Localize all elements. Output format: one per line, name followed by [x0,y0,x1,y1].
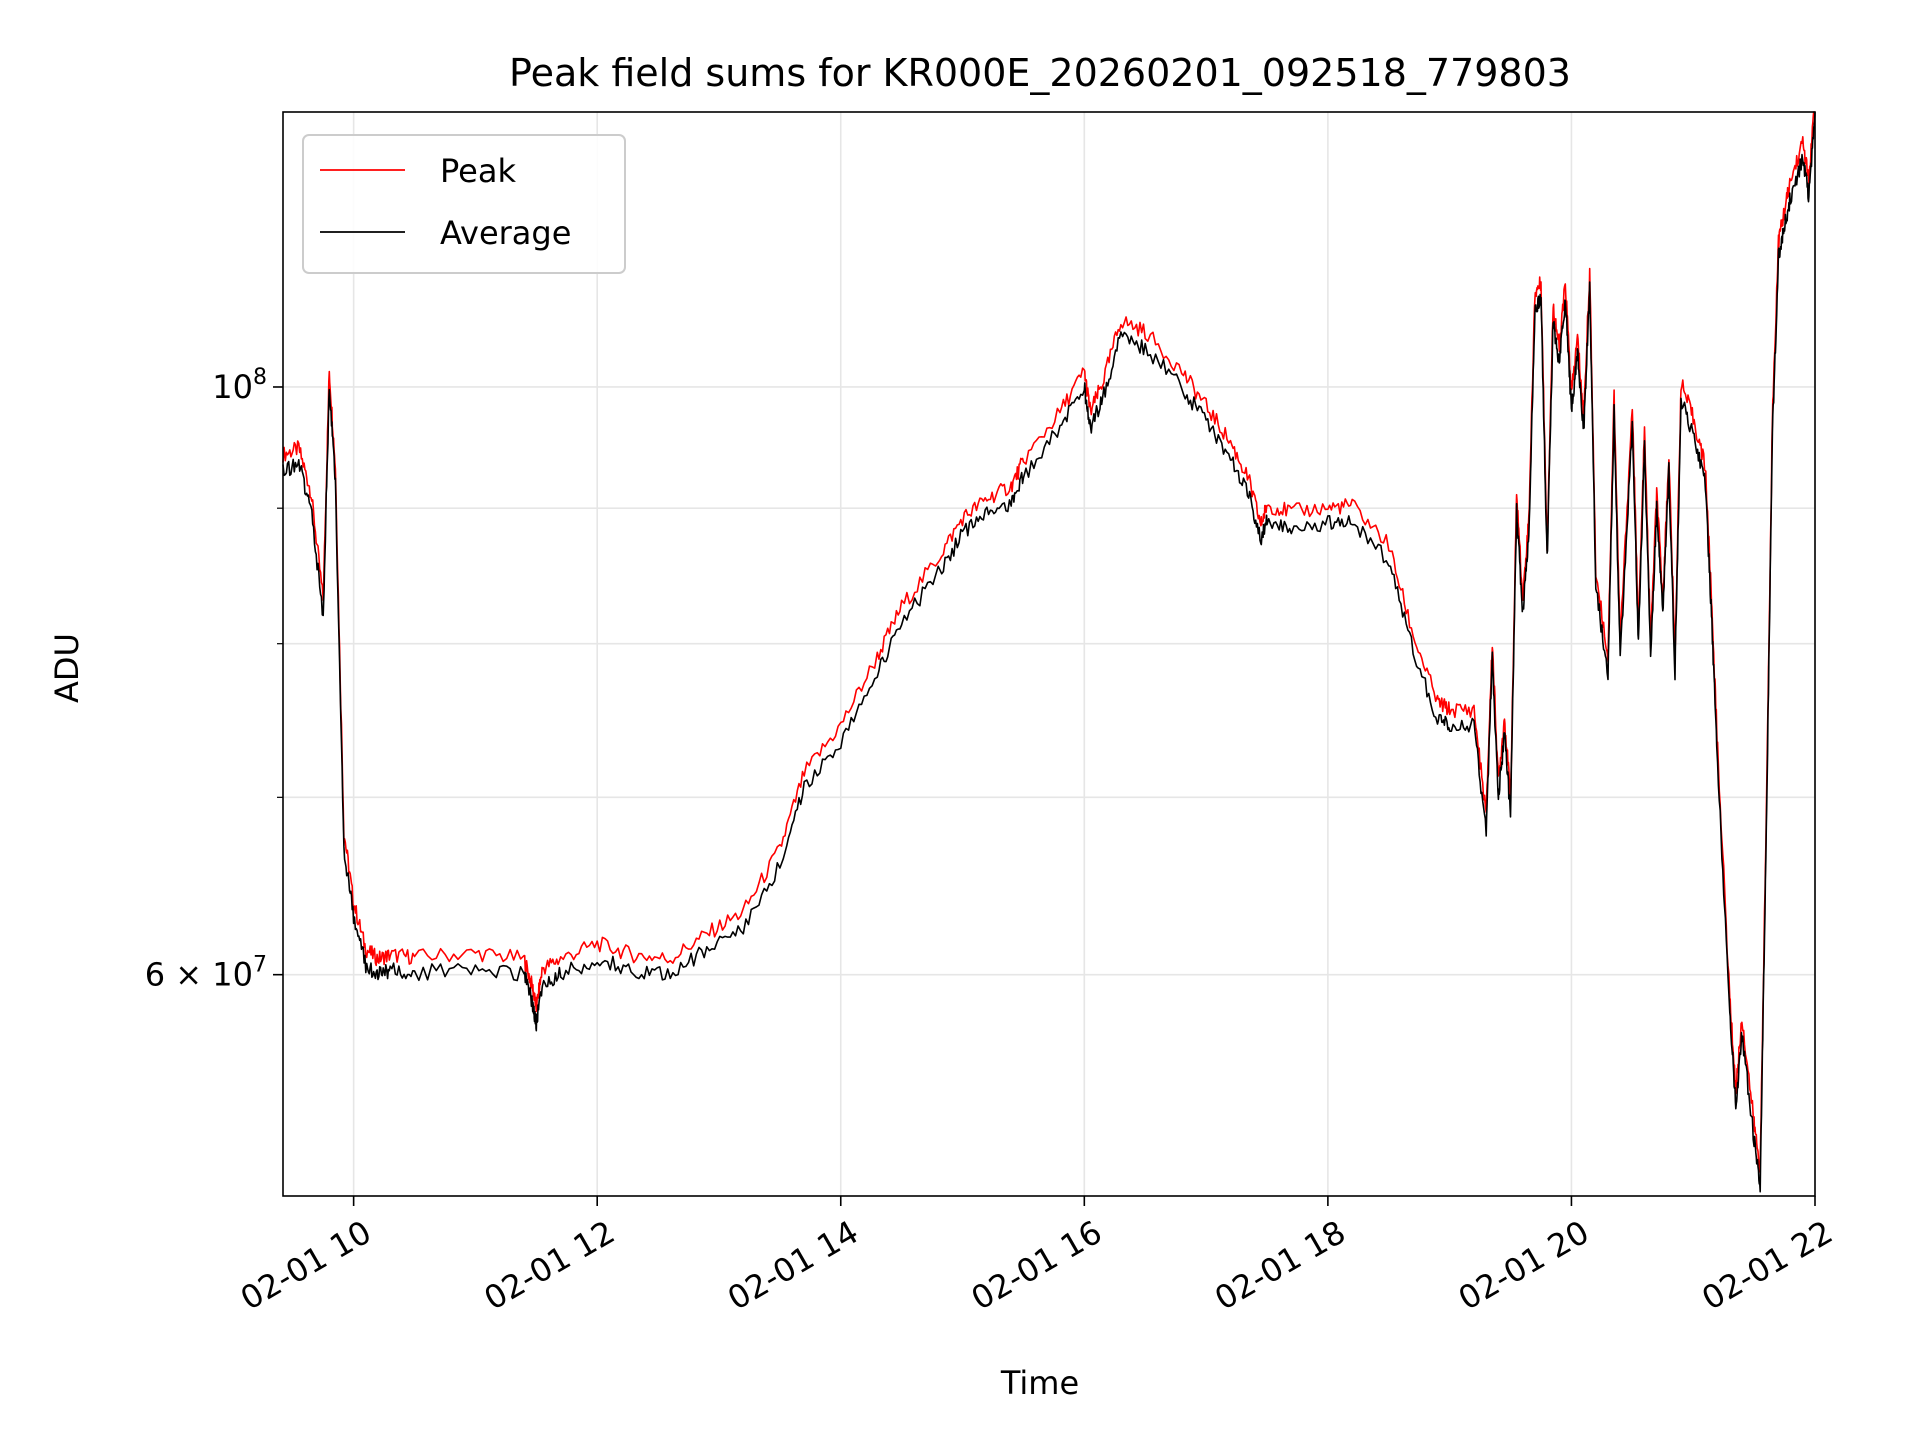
grid [283,112,1816,1196]
x-axis-label: Time [1000,1364,1079,1402]
y-tick-label: 6 × 107 [145,953,267,994]
plot-frame [282,111,1816,1197]
y-tick-label-exponent: 8 [253,365,267,390]
series-layer [282,111,1816,1193]
series-line-peak [282,111,1816,1173]
series-line-average [282,111,1816,1193]
y-tick-label-base: 6 × 10 [145,956,253,994]
legend-label-peak: Peak [440,152,516,190]
y-tick-label: 108 [212,365,267,406]
chart-title: Peak field sums for KR000E_20260201_0925… [509,51,1571,95]
legend-label-average: Average [440,214,571,252]
legend: Peak Average [302,134,626,274]
y-axis: 108 6 × 107 [145,365,283,994]
y-tick-label-base: 10 [212,368,253,406]
y-axis-label: ADU [48,633,86,703]
y-tick-label-exponent: 7 [253,953,267,978]
